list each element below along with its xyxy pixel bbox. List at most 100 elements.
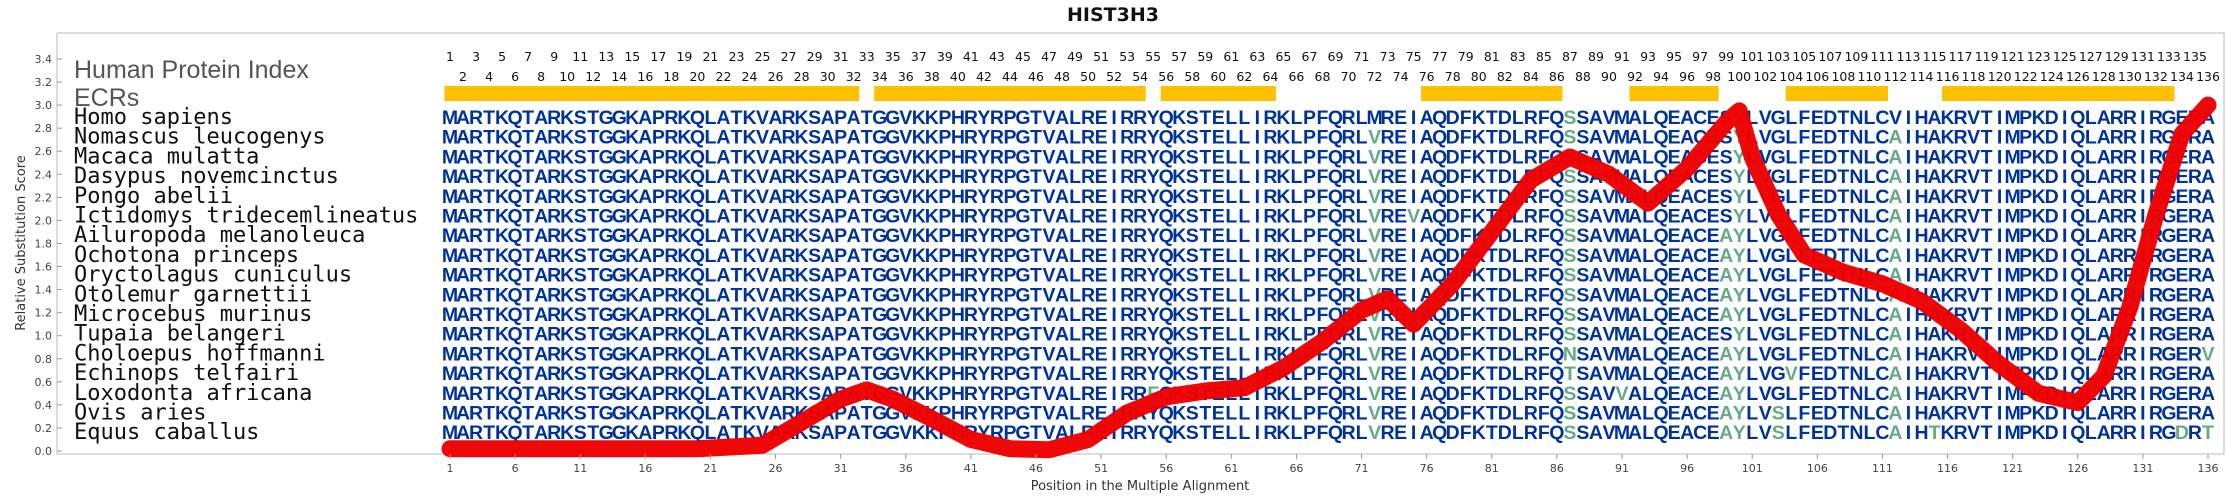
residue: E	[1394, 403, 1407, 425]
residue: R	[469, 186, 483, 208]
column-number: 94	[1653, 69, 1669, 84]
residue: K	[925, 343, 939, 365]
residue: M	[442, 206, 458, 228]
residue: F	[1798, 383, 1810, 405]
residue: R	[2123, 225, 2137, 247]
residue: R	[664, 107, 678, 129]
residue: S	[1186, 422, 1199, 444]
residue: S	[574, 284, 587, 306]
residue: K	[1472, 324, 1486, 346]
residue: K	[495, 146, 509, 168]
residue: A	[2097, 324, 2111, 346]
residue: A	[2201, 245, 2215, 267]
y-tick-label: 0.4	[35, 399, 53, 412]
residue: K	[677, 225, 691, 247]
residue: R	[1263, 422, 1277, 444]
residue: R	[2123, 403, 2137, 425]
residue: L	[1225, 146, 1237, 168]
residue: P	[1303, 284, 1316, 306]
residue: Q	[1653, 383, 1668, 405]
residue: P	[938, 146, 951, 168]
residue: G	[1771, 304, 1786, 326]
residue: L	[1863, 206, 1875, 228]
residue: K	[495, 403, 509, 425]
residue: A	[1888, 304, 1902, 326]
residue: C	[1875, 166, 1889, 188]
residue: L	[2085, 403, 2097, 425]
residue: A	[638, 146, 652, 168]
residue: A	[638, 324, 652, 346]
residue: S	[574, 265, 587, 287]
residue: A	[1719, 363, 1733, 385]
residue: T	[731, 245, 743, 267]
residue: Y	[977, 304, 990, 326]
residue: R	[1081, 245, 1095, 267]
residue: S	[574, 166, 587, 188]
residue: L	[1225, 284, 1237, 306]
residue: Q	[1653, 146, 1668, 168]
residue: I	[1111, 186, 1116, 208]
residue: T	[1837, 206, 1849, 228]
residue: L	[1512, 225, 1524, 247]
residue: R	[1081, 324, 1095, 346]
residue: I	[1997, 383, 2002, 405]
residue: S	[574, 146, 587, 168]
residue: V	[1967, 166, 1980, 188]
residue: D	[2045, 166, 2059, 188]
residue: G	[599, 265, 614, 287]
species-name: Ictidomys tridecemlineatus	[74, 204, 418, 229]
residue: T	[1030, 422, 1042, 444]
residue: G	[872, 403, 887, 425]
residue: K	[560, 343, 574, 365]
column-number: 52	[1106, 69, 1122, 84]
residue: T	[1981, 284, 1993, 306]
residue: P	[652, 324, 665, 346]
residue: C	[1875, 127, 1889, 149]
residue: L	[704, 225, 716, 247]
residue: L	[1356, 324, 1368, 346]
residue: V	[899, 324, 912, 346]
residue: V	[1967, 225, 1980, 247]
residue: L	[1225, 206, 1237, 228]
residue: Q	[1159, 206, 1174, 228]
residue: A	[1888, 363, 1902, 385]
residue: I	[1997, 245, 2002, 267]
residue: L	[1642, 146, 1654, 168]
residue: C	[1875, 245, 1889, 267]
residue: K	[925, 245, 939, 267]
residue: A	[534, 265, 548, 287]
residue: F	[1538, 383, 1550, 405]
residue: M	[442, 166, 458, 188]
residue: R	[2123, 343, 2137, 365]
residue: L	[1238, 127, 1250, 149]
residue: A	[1420, 107, 1434, 129]
x-tick-label: 111	[1872, 462, 1893, 475]
residue: I	[1906, 245, 1911, 267]
residue: S	[808, 383, 821, 405]
residue: S	[1563, 422, 1576, 444]
residue: G	[599, 422, 614, 444]
residue: R	[782, 265, 796, 287]
y-tick-label: 1.8	[35, 237, 53, 250]
residue: V	[2201, 343, 2214, 365]
residue: A	[1055, 146, 1069, 168]
residue: E	[1394, 107, 1407, 129]
residue: A	[638, 186, 652, 208]
residue: F	[1538, 304, 1550, 326]
residue: L	[1785, 403, 1797, 425]
residue: E	[1811, 186, 1824, 208]
residue: A	[534, 186, 548, 208]
residue: R	[1081, 107, 1095, 129]
residue: F	[1538, 265, 1550, 287]
residue: M	[2005, 127, 2021, 149]
x-tick-label: 71	[1355, 462, 1369, 475]
residue: A	[1628, 304, 1642, 326]
residue: Y	[1147, 166, 1160, 188]
column-number: 59	[1197, 49, 1213, 64]
column-number: 131	[2131, 49, 2155, 64]
residue: G	[1015, 383, 1030, 405]
residue: I	[1255, 265, 1260, 287]
residue: Q	[1159, 107, 1174, 129]
residue: K	[795, 206, 809, 228]
residue: A	[456, 245, 470, 267]
